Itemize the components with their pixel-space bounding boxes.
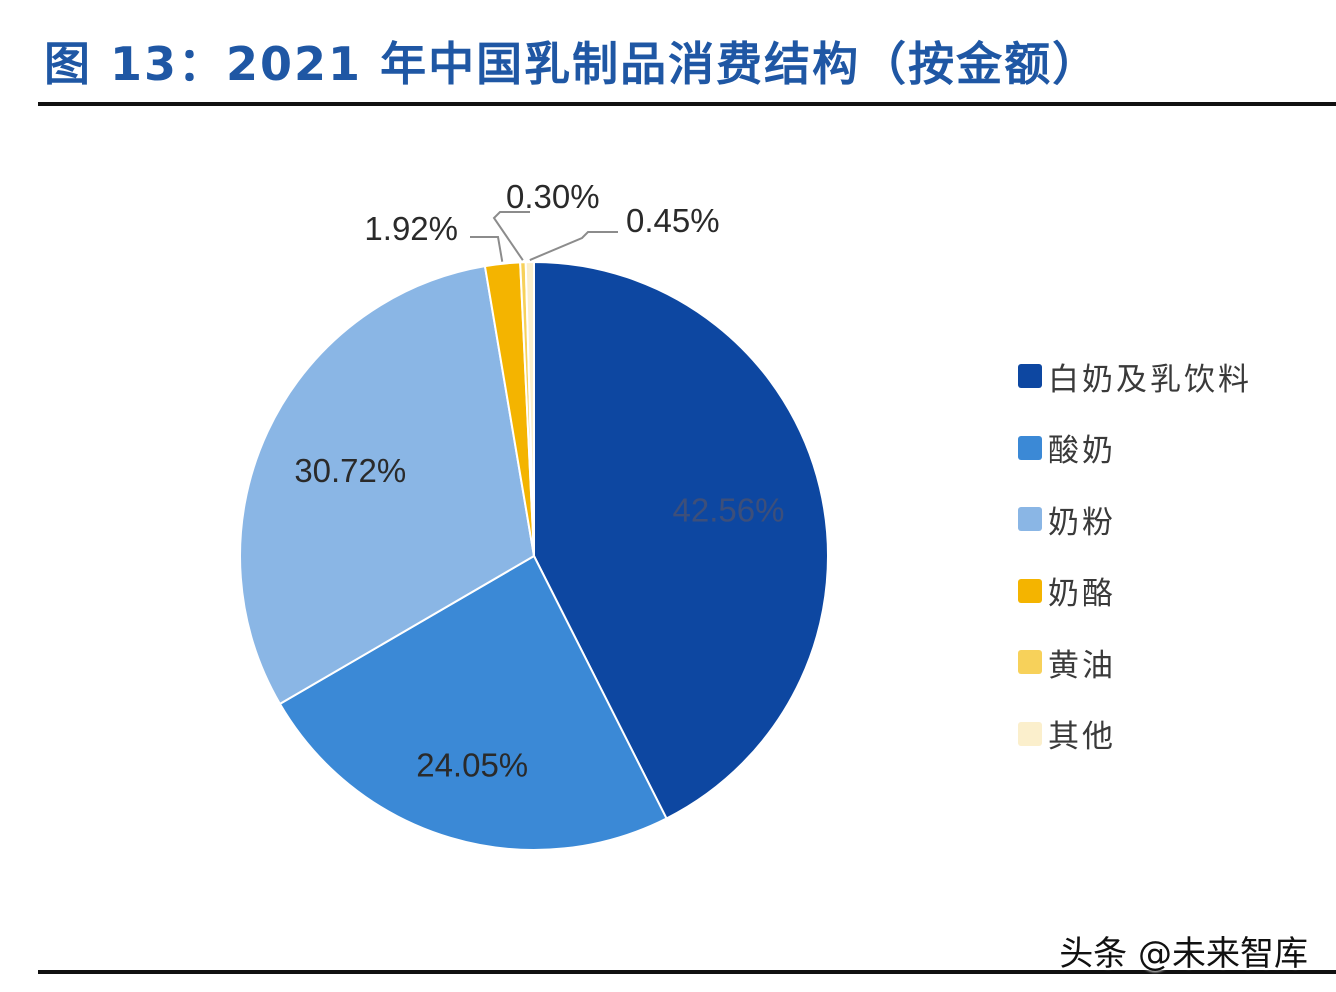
data-label-other: 0.45% [626, 202, 720, 239]
legend-swatch [1018, 435, 1042, 460]
leader-line-cheese [470, 236, 504, 262]
data-label-milk-powder: 30.72% [294, 452, 406, 489]
pie-slice-white-milk [533, 260, 829, 820]
legend-item-cheese: 奶酪 [1018, 573, 1252, 612]
legend-label: 白奶及乳饮料 [1048, 361, 1252, 398]
leader-line-other [529, 231, 618, 261]
legend-item-butter: 黄油 [1018, 644, 1252, 684]
legend-label: 奶粉 [1048, 504, 1116, 541]
watermark: 头条 @未来智库 [1059, 934, 1308, 974]
data-label-cheese: 1.92% [364, 210, 458, 247]
title-divider [38, 102, 1336, 106]
legend-swatch [1018, 721, 1042, 746]
legend-item-other: 其他 [1018, 716, 1252, 755]
legend-item-white-milk: 白奶及乳饮料 [1018, 358, 1252, 398]
legend-swatch [1018, 578, 1042, 603]
legend-label: 酸奶 [1048, 433, 1116, 470]
pie-slice-other [524, 260, 535, 557]
pie-slice-milk-powder [239, 264, 536, 706]
data-label-white-milk: 42.56% [673, 492, 785, 529]
legend-swatch [1018, 364, 1042, 388]
legend-swatch [1018, 507, 1042, 532]
legend-swatch [1018, 650, 1042, 675]
legend-label: 奶酪 [1048, 576, 1116, 613]
leader-line-butter [492, 211, 530, 261]
legend-label: 黄油 [1048, 647, 1116, 684]
legend-item-yogurt: 酸奶 [1018, 430, 1252, 469]
pie-slice-yogurt [278, 554, 668, 851]
legend-item-milk-powder: 奶粉 [1018, 501, 1252, 541]
chart-legend: 白奶及乳饮料 酸奶 奶粉 奶酪 黄油 其他 [1018, 358, 1252, 788]
data-label-butter: 0.30% [506, 178, 600, 215]
legend-label: 其他 [1048, 719, 1116, 756]
data-label-yogurt: 24.05% [416, 747, 528, 784]
bottom-divider [38, 970, 1336, 974]
chart-title: 图 13：2021 年中国乳制品消费结构（按金额） [44, 37, 1101, 91]
